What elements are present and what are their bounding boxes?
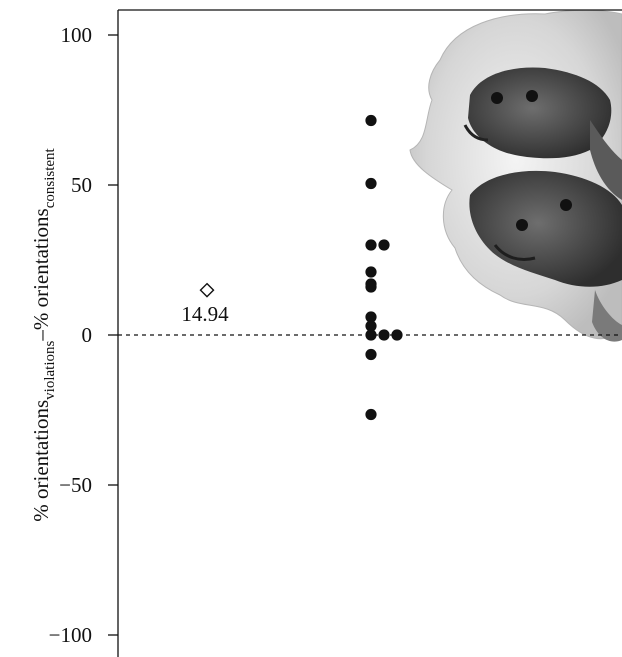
y-tick-label: −50: [59, 473, 92, 497]
data-point: [365, 329, 377, 341]
mean-value-label: 14.94: [181, 302, 229, 326]
ylabel-prefix: % orientations: [29, 400, 53, 522]
y-tick-label: 0: [82, 323, 93, 347]
data-point: [378, 329, 390, 341]
data-point: [378, 239, 390, 251]
y-tick-label: −100: [49, 623, 92, 647]
ylabel-sub2: consistent: [42, 147, 58, 208]
data-point: [365, 281, 377, 293]
data-point: [365, 114, 377, 127]
y-tick-label: 50: [71, 173, 92, 197]
y-tick-label: 100: [61, 23, 93, 47]
y-tick-labels: −100 −50 0 50 100: [49, 23, 92, 647]
data-point: [365, 266, 377, 278]
data-points: [365, 114, 403, 421]
ylabel-sub1: violations: [42, 341, 58, 400]
y-axis-label: % orientationsviolations–% orientationsc…: [29, 147, 58, 521]
tamarin-photo: [409, 10, 622, 342]
ylabel-middle: –% orientations: [29, 208, 53, 341]
data-point: [365, 348, 377, 361]
mean-diamond-marker: [199, 282, 215, 298]
data-point: [365, 311, 377, 323]
y-ticks: [108, 34, 118, 636]
data-point: [365, 408, 377, 421]
data-point: [365, 177, 377, 190]
data-point: [365, 320, 377, 332]
data-point: [391, 329, 403, 341]
data-point: [365, 239, 377, 251]
